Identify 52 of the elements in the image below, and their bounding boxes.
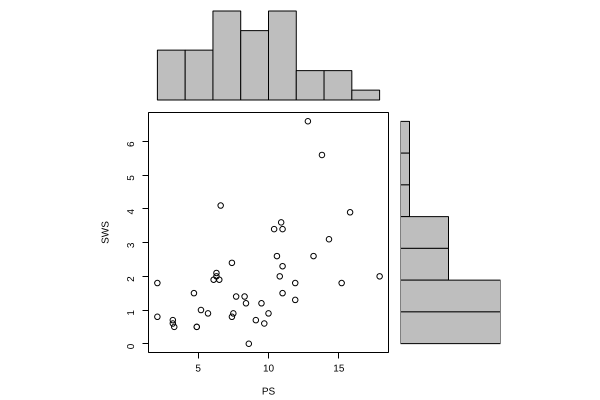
point — [292, 296, 298, 304]
point — [270, 226, 278, 232]
point — [252, 316, 260, 324]
x-tick-label: 15 — [333, 364, 345, 374]
y-tick-label: 3 — [126, 242, 137, 248]
point — [213, 273, 220, 280]
point — [210, 276, 217, 283]
point — [310, 252, 317, 260]
point — [230, 310, 237, 317]
x-tick-label: 10 — [262, 364, 274, 374]
point — [338, 280, 345, 286]
point — [213, 270, 220, 276]
y-tick-label: 4 — [126, 208, 137, 214]
y-tick-label: 0 — [126, 343, 137, 350]
point — [292, 280, 298, 286]
point — [246, 340, 252, 347]
point — [346, 209, 354, 216]
point — [242, 300, 250, 307]
point — [170, 316, 176, 324]
y-tick-label: 6 — [126, 141, 137, 148]
y-tick-label: 5 — [126, 174, 137, 181]
point — [217, 202, 224, 209]
point — [170, 320, 176, 327]
point — [216, 276, 223, 283]
point — [304, 118, 312, 125]
point — [198, 306, 204, 314]
point — [376, 273, 383, 280]
point — [190, 290, 198, 296]
point — [279, 262, 286, 270]
point — [318, 152, 326, 158]
point — [170, 324, 178, 330]
point — [154, 280, 161, 286]
y-tick-label: 2 — [126, 276, 137, 282]
y-axis-title: SWS — [100, 220, 112, 244]
point — [279, 226, 286, 232]
point — [274, 252, 280, 260]
point — [258, 300, 265, 307]
point — [228, 260, 236, 266]
point — [276, 273, 284, 280]
point — [232, 293, 240, 300]
point — [154, 314, 161, 320]
x-axis-title: PS — [262, 386, 276, 398]
point — [261, 320, 268, 327]
point — [265, 310, 272, 317]
point — [241, 293, 248, 300]
point — [204, 310, 212, 317]
x-tick-label: 5 — [195, 364, 202, 374]
y-tick-label: 1 — [126, 310, 137, 316]
point — [279, 290, 286, 296]
point — [326, 236, 332, 242]
point — [278, 219, 284, 226]
point — [228, 314, 236, 320]
